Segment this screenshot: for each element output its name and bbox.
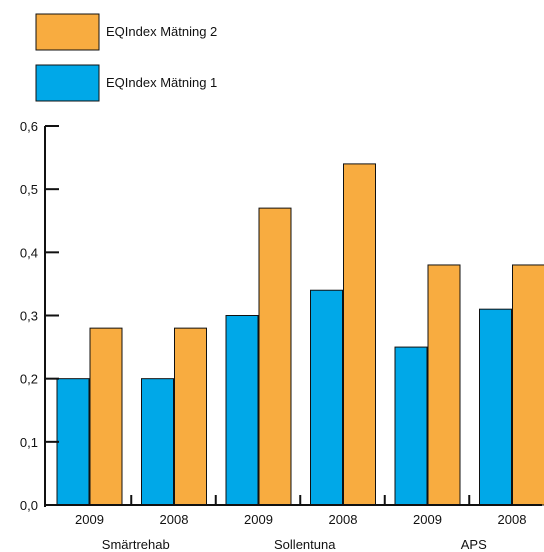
legend: EQIndex Mätning 2 EQIndex Mätning 1 [35, 13, 217, 102]
x-tick-label: 2009 [413, 512, 442, 527]
bar [174, 327, 207, 506]
legend-swatch [35, 64, 100, 102]
y-tick-label: 0,3 [20, 309, 38, 324]
bar [89, 327, 123, 506]
bar [479, 308, 512, 506]
y-tick-label: 0,6 [20, 119, 38, 134]
bar [310, 289, 343, 506]
y-tick-label: 0,5 [20, 182, 38, 197]
legend-swatch [35, 13, 100, 51]
legend-label: EQIndex Mätning 2 [106, 24, 217, 39]
group-label: Smärtrehab [102, 537, 170, 552]
bar [427, 264, 461, 506]
bar [258, 207, 292, 506]
y-tick-label: 0,4 [20, 245, 38, 260]
x-tick-label: 2008 [498, 512, 527, 527]
legend-label: EQIndex Mätning 1 [106, 75, 217, 90]
group-label: Sollentuna [274, 537, 336, 552]
x-tick-label: 2009 [75, 512, 104, 527]
group-label: APS [461, 537, 487, 552]
bar [225, 315, 259, 506]
bars [56, 163, 544, 506]
bar [141, 378, 174, 506]
bar [56, 378, 90, 506]
y-tick-label: 0,2 [20, 372, 38, 387]
y-tick-label: 0,1 [20, 435, 38, 450]
axes [44, 125, 542, 507]
axis-labels: 2009 2008 2009 2008 2009 2008 Smärtrehab Sollen… [20, 119, 527, 552]
x-tick-label: 2009 [244, 512, 273, 527]
bar [343, 163, 376, 506]
bar [394, 346, 428, 506]
bar [512, 264, 544, 506]
x-tick-label: 2008 [329, 512, 358, 527]
x-tick-label: 2008 [160, 512, 189, 527]
y-tick-label: 0,0 [20, 498, 38, 513]
